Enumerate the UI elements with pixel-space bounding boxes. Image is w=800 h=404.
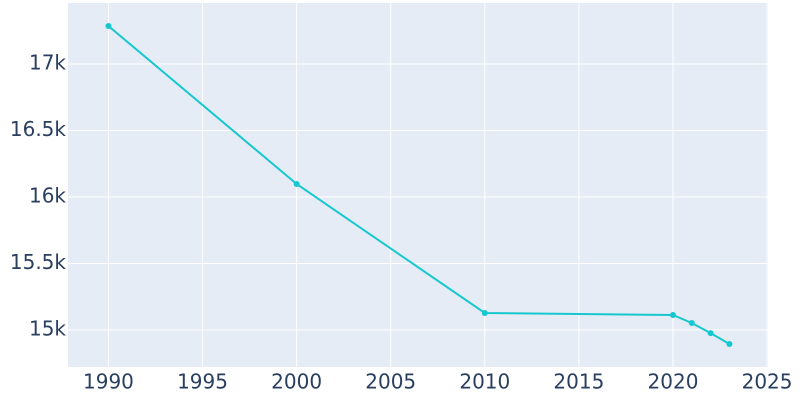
x-tick-label: 2005 [365, 370, 416, 394]
marker [481, 310, 488, 317]
x-tick-label: 1990 [83, 370, 134, 394]
x-tick-label: 2010 [459, 370, 510, 394]
x-tick-label: 2015 [553, 370, 604, 394]
y-tick-label: 15.5k [10, 250, 67, 274]
plot-area [68, 3, 768, 367]
marker [669, 312, 676, 318]
x-tick-label: 1995 [177, 370, 228, 394]
marker [105, 23, 112, 30]
y-tick-label: 16k [29, 184, 66, 208]
x-tick-label: 2025 [742, 370, 793, 394]
x-tick-label: 2020 [648, 370, 699, 394]
y-tick-label: 17k [29, 51, 66, 75]
y-tick-label: 15k [29, 317, 66, 341]
marker [293, 181, 300, 188]
marker [707, 330, 714, 337]
marker [688, 319, 695, 326]
marker [726, 340, 733, 347]
x-tick-label: 2000 [271, 370, 322, 394]
y-tick-label: 16.5k [10, 117, 67, 141]
